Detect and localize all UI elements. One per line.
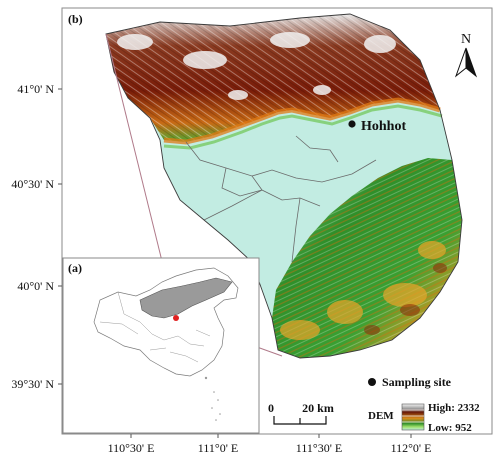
north-arrow-label: N xyxy=(461,32,471,47)
lat-tick-marks xyxy=(58,88,412,438)
northern-ridge-texture xyxy=(106,14,440,142)
lon-tick-label-3: 111°30' E xyxy=(296,441,342,455)
lat-tick-label-1: 41°0' N xyxy=(17,82,54,96)
dem-legend-low: Low: 952 xyxy=(428,422,472,434)
lon-tick-label-1: 110°30' E xyxy=(108,441,155,455)
scale-bar-distance: 20 km xyxy=(302,401,334,415)
lat-tick-label-3: 40°0' N xyxy=(17,279,54,293)
high-elevation-patches xyxy=(117,32,396,100)
district-boundaries xyxy=(185,135,377,263)
sampling-site-legend-label: Sampling site xyxy=(382,375,452,389)
south-china-sea-islands xyxy=(204,376,221,421)
dem-ramp-stripes xyxy=(402,409,424,423)
lon-tick-label-2: 111°0' E xyxy=(198,441,238,455)
dem-color-ramp xyxy=(401,403,425,431)
north-arrow-icon xyxy=(454,47,478,78)
scale-bar-graphic xyxy=(273,416,327,425)
dem-legend-title: DEM xyxy=(368,410,394,422)
inner-mongolia-region xyxy=(139,277,233,319)
southern-upland-patches xyxy=(280,241,446,340)
study-area-marker xyxy=(173,315,179,321)
southern-peaks xyxy=(364,263,447,335)
panel-label-a: (a) xyxy=(68,261,82,275)
lon-tick-label-4: 112°0' E xyxy=(391,441,432,455)
lat-tick-label-4: 39°30' N xyxy=(11,377,54,391)
north-foothill-band xyxy=(163,97,441,145)
inset-china-map xyxy=(93,267,239,421)
panel-label-b: (b) xyxy=(68,12,83,26)
hohhot-label: Hohhot xyxy=(361,119,406,134)
dem-legend-high: High: 2332 xyxy=(428,402,480,414)
study-region-outline xyxy=(105,13,463,359)
north-foothill-green xyxy=(163,104,443,150)
sampling-site-legend-marker xyxy=(368,378,376,386)
scale-bar-zero: 0 xyxy=(268,401,274,415)
lat-tick-label-2: 40°30' N xyxy=(11,177,54,191)
hohhot-city-marker xyxy=(348,120,356,128)
